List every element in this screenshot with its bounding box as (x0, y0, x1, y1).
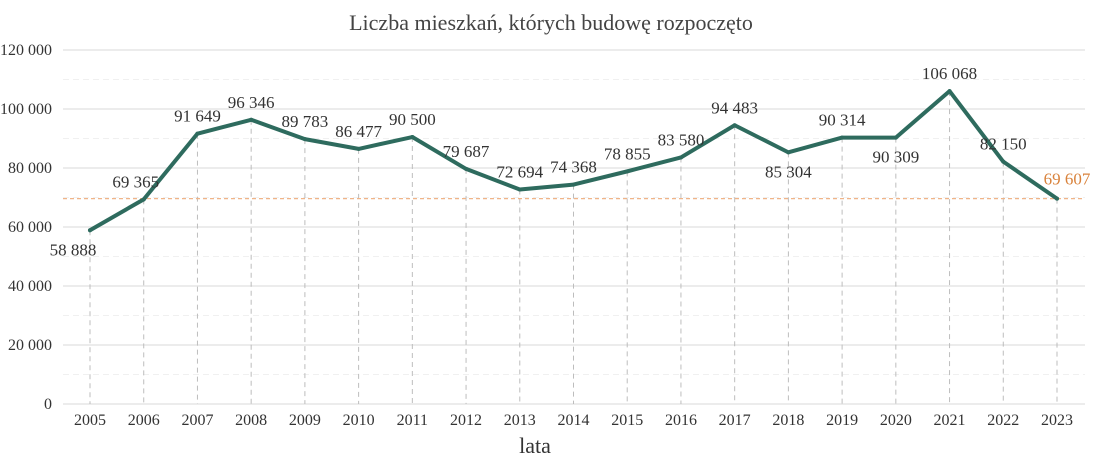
data-label: 90 314 (819, 111, 866, 130)
data-point (302, 137, 307, 142)
data-point (195, 131, 200, 136)
data-label: 72 694 (496, 163, 543, 182)
data-label: 58 888 (50, 240, 97, 259)
data-label: 96 346 (228, 93, 275, 112)
data-labels: 58 888 69 365 91 649 96 346 89 783 86 477 90 5… (50, 64, 1091, 259)
data-label: 69 365 (112, 172, 159, 191)
data-point (678, 155, 683, 160)
y-tick-label: 20 000 (8, 337, 52, 354)
x-tick-label: 2017 (719, 412, 751, 429)
data-point (840, 135, 845, 140)
x-tick-label: 2018 (772, 412, 804, 429)
data-label: 91 649 (174, 107, 221, 126)
data-label: 83 580 (658, 130, 705, 149)
data-point (88, 228, 92, 233)
data-label: 89 783 (282, 112, 329, 131)
x-axis-label: lata (519, 433, 551, 458)
data-point (947, 89, 952, 94)
chart-title: Liczba mieszkań, których budowę rozpoczę… (349, 10, 753, 35)
data-label: 94 483 (711, 98, 758, 117)
y-tick-label: 0 (44, 396, 52, 413)
data-label: 78 855 (604, 144, 651, 163)
data-point (625, 169, 630, 174)
x-tick-label: 2020 (880, 412, 912, 429)
data-label: 106 068 (922, 64, 977, 83)
x-tick-label: 2015 (611, 412, 643, 429)
data-label: 74 368 (550, 158, 597, 177)
y-axis-ticks: 0 20 000 40 000 60 000 80 000 100 000 120 000 (0, 42, 52, 413)
data-point (571, 182, 576, 187)
data-label: 90 309 (872, 148, 919, 167)
x-tick-label: 2021 (934, 412, 966, 429)
y-tick-label: 60 000 (8, 219, 52, 236)
x-tick-label: 2023 (1041, 412, 1073, 429)
data-point (893, 135, 898, 140)
x-tick-label: 2008 (235, 412, 267, 429)
data-label: 85 304 (765, 162, 812, 181)
x-axis-ticks: 2005 2006 2007 2008 2009 2010 2011 2012 2013 2014… (74, 412, 1073, 429)
data-point (464, 166, 469, 171)
series-group (88, 89, 1059, 233)
x-tick-label: 2005 (74, 412, 106, 429)
y-tick-label: 120 000 (0, 42, 52, 59)
data-point (249, 117, 254, 122)
data-label: 86 477 (335, 122, 382, 141)
x-tick-label: 2022 (987, 412, 1019, 429)
data-point (141, 197, 146, 202)
data-point (786, 150, 791, 155)
data-label: 82 150 (980, 135, 1027, 154)
x-tick-label: 2006 (128, 412, 160, 429)
x-tick-label: 2011 (397, 412, 428, 429)
drop-lines (89, 91, 1058, 404)
data-label: 79 687 (443, 142, 490, 161)
y-tick-label: 80 000 (8, 160, 52, 177)
data-point (410, 135, 415, 140)
data-point (517, 187, 522, 192)
y-tick-label: 100 000 (0, 101, 52, 118)
data-point (732, 123, 737, 128)
x-tick-label: 2016 (665, 412, 697, 429)
x-tick-label: 2009 (289, 412, 321, 429)
data-point (1001, 159, 1006, 164)
y-tick-label: 40 000 (8, 278, 52, 295)
data-point (1055, 196, 1059, 201)
data-label: 69 607 (1044, 170, 1091, 189)
x-tick-label: 2019 (826, 412, 858, 429)
x-tick-label: 2010 (343, 412, 375, 429)
x-tick-label: 2007 (181, 412, 213, 429)
x-tick-label: 2013 (504, 412, 536, 429)
data-label: 90 500 (389, 110, 436, 129)
x-tick-label: 2014 (558, 412, 590, 429)
data-point (356, 146, 361, 151)
x-tick-label: 2012 (450, 412, 482, 429)
